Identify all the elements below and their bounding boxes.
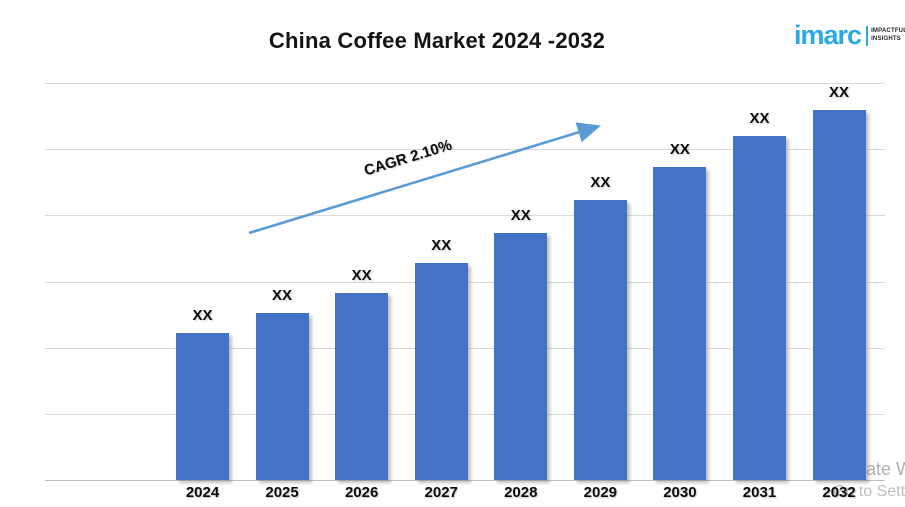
x-axis-label-2028: 2028 bbox=[504, 484, 538, 501]
x-axis-label-2030: 2030 bbox=[663, 484, 697, 501]
x-axis-label-2027: 2027 bbox=[424, 484, 458, 501]
bar-2032 bbox=[812, 110, 866, 480]
x-axis-label-2024: 2024 bbox=[185, 484, 220, 501]
bar-2027 bbox=[414, 263, 468, 480]
bar-value-label-2026: XX bbox=[351, 267, 372, 284]
bar-value-label-2030: XX bbox=[669, 141, 690, 158]
imarc-logo: imarc IMPACTFUL INSIGHTS bbox=[794, 22, 905, 49]
bar-2028 bbox=[494, 233, 548, 480]
chart-title: China Coffee Market 2024 -2032 bbox=[268, 28, 606, 53]
x-axis-label-2031: 2031 bbox=[742, 484, 777, 501]
bar-value-label-2032: XX bbox=[829, 84, 850, 101]
bar-value-label-2027: XX bbox=[431, 237, 452, 254]
logo-tagline-line1: IMPACTFUL bbox=[871, 27, 905, 34]
bar-value-label-2029: XX bbox=[590, 174, 611, 191]
x-axis-label-2025: 2025 bbox=[265, 484, 299, 501]
bar-2024 bbox=[176, 333, 229, 480]
bar-2025 bbox=[255, 313, 309, 480]
x-axis-label-2032: 2032 bbox=[822, 484, 856, 501]
x-axis-line bbox=[45, 480, 885, 481]
bar-value-label-2028: XX bbox=[510, 207, 531, 224]
watermark-line2: Go to Settin bbox=[833, 483, 905, 500]
logo-tagline-line2: INSIGHTS bbox=[871, 35, 901, 42]
bar-value-label-2031: XX bbox=[749, 110, 770, 127]
x-axis-label-2026: 2026 bbox=[344, 484, 379, 501]
plot-area: XX 2024 XX 2025 XX 2026 XX 2027 XX 2028 XX 2029 XX 20… bbox=[45, 83, 885, 501]
bar-2026 bbox=[335, 293, 389, 480]
bar-2030 bbox=[653, 167, 707, 480]
logo-tagline: IMPACTFUL INSIGHTS bbox=[871, 28, 905, 44]
bar-2029 bbox=[573, 200, 627, 480]
bar-value-label-2024: XX bbox=[192, 307, 213, 324]
bar-2031 bbox=[732, 136, 786, 480]
bar-value-label-2025: XX bbox=[272, 287, 293, 304]
gridline bbox=[45, 83, 885, 84]
imarc-logo-wordmark: imarc bbox=[794, 20, 862, 50]
logo-divider bbox=[866, 25, 869, 46]
x-axis-label-2029: 2029 bbox=[583, 484, 618, 501]
